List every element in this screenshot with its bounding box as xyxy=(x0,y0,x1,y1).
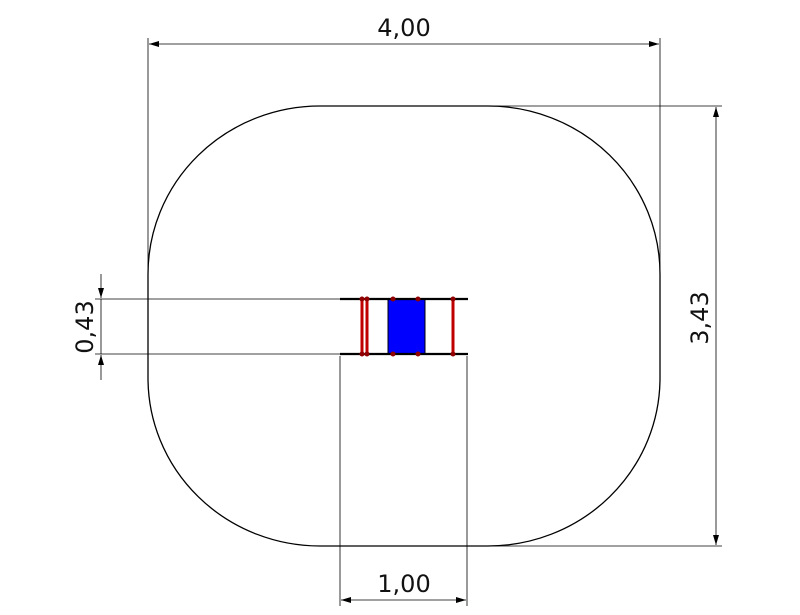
height-dimension: 3,43 xyxy=(480,105,722,547)
item-depth-label: 0,43 xyxy=(71,300,99,353)
blue-panel xyxy=(387,298,426,355)
width-dimension: 4,00 xyxy=(147,14,661,300)
width-label: 4,00 xyxy=(377,14,430,42)
equipment-top-view xyxy=(340,296,468,357)
safety-zone-outline xyxy=(147,105,661,547)
item-depth-dimension: 0,43 xyxy=(71,274,340,380)
height-label: 3,43 xyxy=(686,291,714,344)
item-length-dimension: 1,00 xyxy=(339,356,468,606)
item-length-label: 1,00 xyxy=(377,570,430,598)
rail-joints xyxy=(359,296,456,357)
